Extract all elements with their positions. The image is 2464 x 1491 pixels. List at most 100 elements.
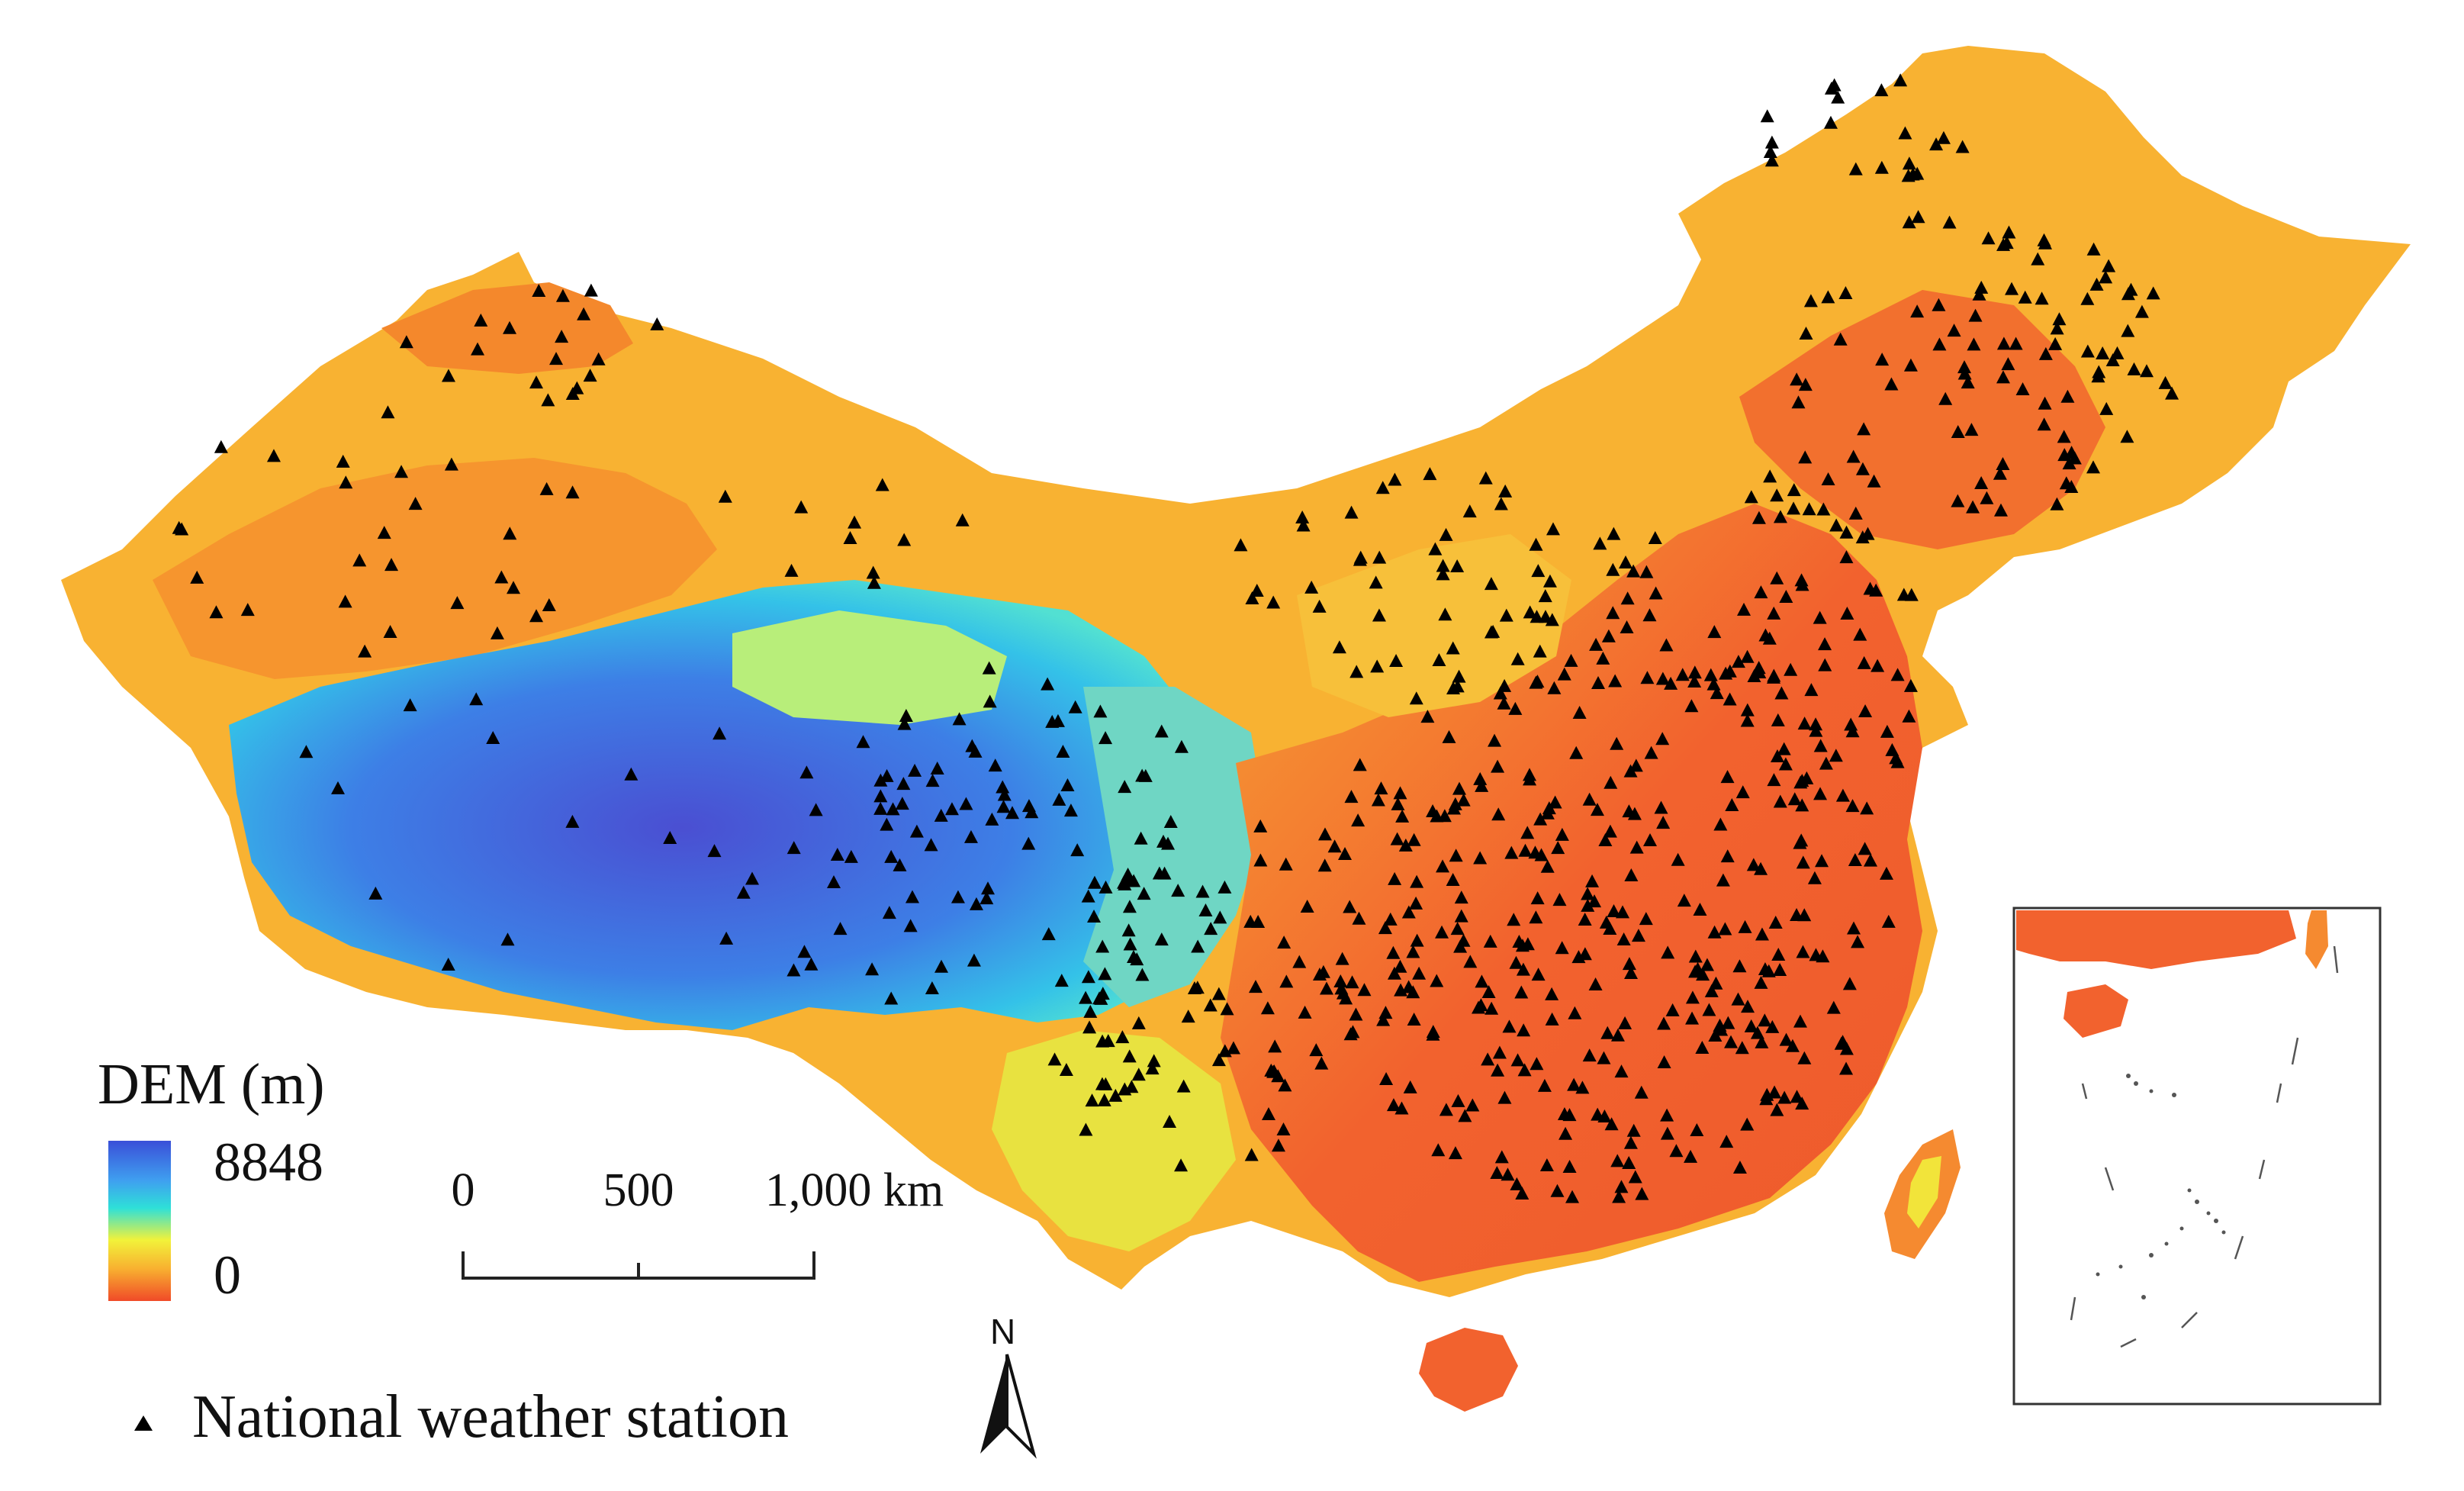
weather-station-marker (1855, 530, 1870, 544)
weather-station-marker (982, 661, 996, 675)
weather-station-marker (1436, 567, 1450, 581)
weather-station-marker (799, 765, 814, 779)
weather-station-marker (1372, 550, 1387, 564)
weather-station-marker (1087, 875, 1102, 889)
weather-station-marker (866, 565, 880, 579)
weather-station-marker (896, 777, 911, 791)
weather-station-marker (1578, 912, 1592, 926)
weather-station-marker (1171, 884, 1185, 897)
weather-station-marker (1790, 908, 1804, 922)
weather-station-marker (1840, 607, 1854, 620)
weather-station-marker (1388, 871, 1402, 885)
weather-station-marker (352, 553, 367, 567)
weather-station-marker (1718, 922, 1732, 935)
weather-station-marker (1799, 327, 1813, 340)
weather-station-marker (394, 465, 409, 478)
weather-station-marker (963, 829, 978, 843)
weather-station-marker (959, 797, 973, 810)
weather-station-marker (383, 624, 397, 638)
weather-station-marker (1803, 294, 1818, 308)
weather-station-marker (1661, 945, 1675, 959)
weather-station-marker (1855, 462, 1870, 475)
weather-station-marker (1124, 1080, 1139, 1093)
weather-station-marker (2001, 357, 2015, 371)
weather-station-marker (1446, 801, 1461, 815)
weather-station-marker (1056, 744, 1070, 758)
weather-station-marker (1041, 677, 1055, 691)
weather-station-marker (1533, 812, 1548, 826)
weather-station-marker (2089, 277, 2104, 291)
weather-station-marker (1688, 949, 1703, 963)
weather-station-marker (1145, 1061, 1160, 1075)
weather-station-marker (1993, 466, 2007, 480)
weather-station-marker (1529, 675, 1543, 689)
weather-station-marker (1793, 1014, 1807, 1028)
weather-station-marker (1765, 1019, 1780, 1033)
weather-station-marker (1677, 894, 1691, 907)
weather-station-marker (1406, 945, 1420, 958)
weather-station-marker (1097, 1093, 1111, 1106)
weather-station-marker (1426, 1025, 1440, 1039)
weather-station-marker (1773, 962, 1787, 976)
weather-station-marker (1968, 308, 1983, 322)
weather-station-marker (884, 991, 899, 1005)
weather-station-marker (1839, 525, 1854, 539)
weather-station-marker (1616, 905, 1630, 919)
weather-station-marker (1848, 506, 1863, 520)
weather-station-marker (1456, 793, 1471, 807)
weather-station-marker (1910, 304, 1925, 318)
weather-station-marker (1598, 832, 1613, 846)
weather-station-marker (1732, 1161, 1747, 1174)
weather-station-marker (1253, 853, 1268, 867)
weather-station-marker (1797, 717, 1812, 730)
weather-station-marker (1763, 145, 1777, 159)
weather-station-marker (1750, 1026, 1764, 1039)
weather-station-marker (1763, 469, 1777, 483)
weather-station-marker (1383, 912, 1398, 926)
weather-station-marker (1540, 859, 1555, 873)
weather-station-marker (1428, 542, 1443, 556)
weather-station-marker (1610, 1028, 1625, 1042)
weather-station-marker (1401, 905, 1416, 919)
weather-station-marker (1951, 494, 1965, 507)
weather-station-marker (804, 957, 819, 971)
weather-station-marker (1639, 565, 1654, 578)
weather-station-marker (1406, 985, 1420, 999)
weather-station-marker (1118, 877, 1132, 890)
weather-station-marker (1797, 1051, 1812, 1064)
weather-station-marker (1451, 1093, 1465, 1107)
weather-station-marker (826, 874, 841, 888)
weather-station-marker (2038, 396, 2052, 410)
weather-station-marker (1510, 1053, 1525, 1067)
weather-station-marker (1515, 1187, 1530, 1200)
weather-station-marker (1545, 613, 1559, 626)
weather-station-marker (1093, 704, 1108, 718)
weather-station-marker (903, 919, 918, 932)
weather-station-marker (1220, 1002, 1234, 1016)
weather-station-marker (240, 603, 255, 617)
weather-station-marker (1665, 1003, 1680, 1016)
weather-station-marker (1514, 985, 1529, 999)
weather-station-marker (358, 644, 372, 658)
weather-station-marker (1740, 1117, 1755, 1131)
weather-station-marker (1530, 610, 1544, 623)
weather-station-marker (175, 522, 189, 536)
weather-station-marker (1130, 952, 1144, 966)
weather-station-marker (2050, 497, 2064, 510)
inset-nine-dash-lines (2070, 945, 2339, 1348)
weather-station-marker (1664, 676, 1678, 690)
weather-station-marker (1720, 770, 1735, 784)
weather-station-marker (471, 342, 485, 356)
weather-station-marker (1874, 160, 1889, 174)
weather-station-marker (1085, 1093, 1099, 1107)
weather-station-marker (1436, 859, 1450, 873)
weather-station-marker (1486, 624, 1501, 638)
weather-station-marker (1138, 768, 1153, 782)
weather-station-marker (1755, 927, 1769, 941)
weather-station-marker (1095, 939, 1110, 953)
weather-station-marker (1353, 552, 1367, 566)
weather-station-marker (331, 781, 346, 794)
weather-station-marker (736, 885, 751, 899)
weather-station-marker (1507, 913, 1521, 926)
qaidam-basin (732, 610, 1007, 725)
